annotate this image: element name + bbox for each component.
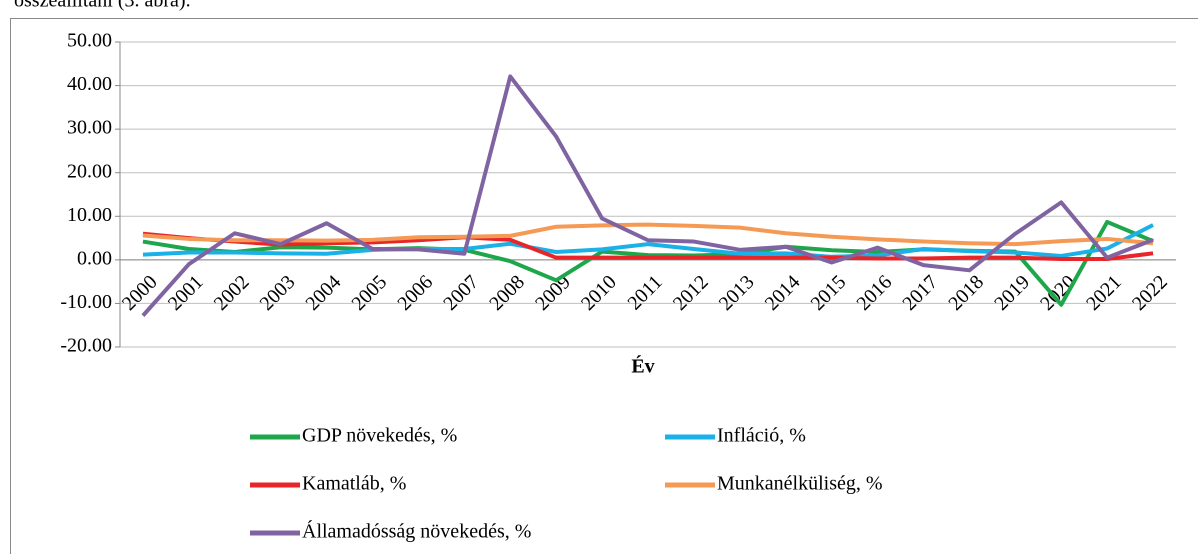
x-tick-label: 2014 <box>761 271 805 315</box>
y-tick-label: -20.00 <box>60 335 112 357</box>
x-tick-label: 2008 <box>485 271 529 315</box>
y-tick-label: 20.00 <box>67 160 112 182</box>
x-tick-label: 2007 <box>439 271 483 315</box>
x-tick-label: 2006 <box>393 271 437 315</box>
legend-label: Munkanélküliség, % <box>717 473 883 495</box>
y-tick-label: -10.00 <box>60 291 112 313</box>
caption: összeállítani (3. ábra). <box>14 0 191 12</box>
legend-label: GDP növekedés, % <box>302 425 457 447</box>
x-tick-label: 2016 <box>853 271 897 315</box>
x-tick-label: 2018 <box>944 271 988 315</box>
x-tick-label: 2019 <box>990 271 1034 315</box>
x-tick-label: 2021 <box>1082 271 1126 315</box>
x-tick-label: 2002 <box>210 271 254 315</box>
x-tick-label: 2011 <box>623 271 666 314</box>
x-tick-label: 2003 <box>256 271 300 315</box>
legend-label: Infláció, % <box>717 425 806 447</box>
x-tick-label: 2012 <box>669 271 713 315</box>
x-tick-label: 2005 <box>347 271 391 315</box>
y-tick-label: 30.00 <box>67 117 112 139</box>
y-tick-label: 50.00 <box>67 30 112 52</box>
y-tick-label: 0.00 <box>77 247 112 269</box>
x-tick-label: 2022 <box>1128 271 1172 315</box>
x-tick-label: 2010 <box>577 271 621 315</box>
x-tick-label: 2000 <box>118 271 162 315</box>
x-tick-label: 2020 <box>1036 271 1080 315</box>
x-tick-label: 2013 <box>715 271 759 315</box>
legend-label: Államadósság növekedés, % <box>302 520 531 543</box>
x-tick-label: 2015 <box>807 271 851 315</box>
legend-label: Kamatláb, % <box>302 473 406 495</box>
x-tick-label: 2001 <box>164 271 208 315</box>
y-tick-label: 10.00 <box>67 204 112 226</box>
x-tick-label: 2017 <box>898 271 942 315</box>
x-tick-label: 2004 <box>302 271 346 315</box>
x-axis-label: Év <box>631 355 654 378</box>
y-tick-label: 40.00 <box>67 73 112 95</box>
